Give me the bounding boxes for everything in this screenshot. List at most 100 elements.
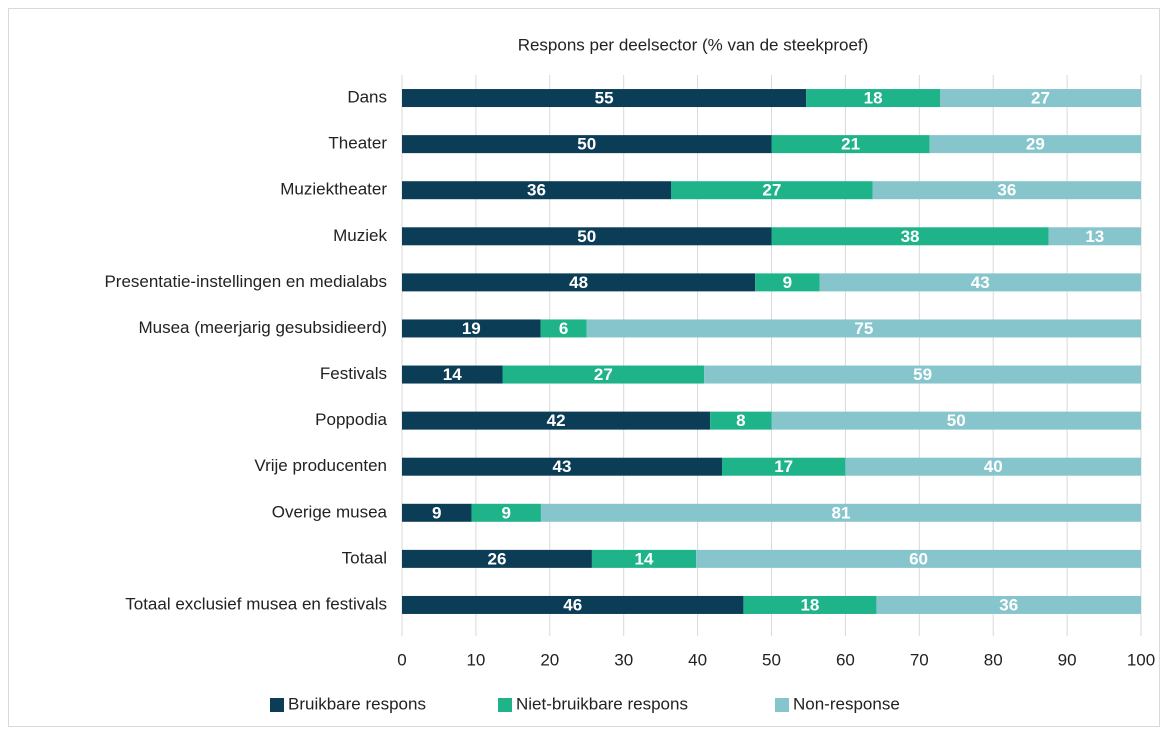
x-tick-label: 0 [397,650,406,669]
value-label: 13 [1085,227,1104,246]
bar-segment [402,227,772,246]
value-label: 14 [443,365,462,384]
bar-segment [670,181,873,200]
x-tick-label: 100 [1127,650,1155,669]
value-label: 21 [841,135,860,154]
y-tick-label: Muziektheater [280,180,387,199]
bar-segment [696,549,1141,568]
bar-segment [402,595,744,614]
y-tick-label: Dans [347,88,387,107]
value-label: 59 [913,365,932,384]
bar-segment [502,365,705,384]
x-tick-label: 30 [614,650,633,669]
bar-segment [806,89,940,108]
bar-segment [704,365,1141,384]
x-tick-label: 80 [984,650,1003,669]
x-tick-label: 50 [762,650,781,669]
bar-segment [876,595,1141,614]
bar-segment [471,503,541,522]
value-label: 40 [984,457,1003,476]
x-tick-label: 40 [688,650,707,669]
bar-segment [743,595,877,614]
bar-segment [819,273,1141,292]
bar-segment [929,135,1141,154]
value-label: 36 [527,181,546,200]
y-tick-label: Vrije producenten [254,456,387,475]
bar-segment [402,503,472,522]
y-tick-label: Muziek [333,226,387,245]
value-label: 14 [635,549,654,568]
bar-segment [755,273,820,292]
value-label: 42 [547,411,566,430]
bar-segment [845,457,1141,476]
value-label: 27 [762,181,781,200]
value-label: 43 [971,273,990,292]
value-label: 8 [736,411,745,430]
bar-segment [710,411,772,430]
value-label: 9 [501,503,510,522]
value-label: 46 [563,595,582,614]
y-tick-label: Overige musea [272,502,388,521]
value-label: 75 [854,319,873,338]
x-tick-label: 20 [540,650,559,669]
value-label: 18 [864,89,883,108]
legend-label: Non-response [793,694,900,713]
bar-segment [939,89,1141,108]
bar-segment [586,319,1141,338]
bar-segment [1048,227,1141,246]
value-label: 55 [595,89,614,108]
y-tick-label: Musea (meerjarig gesubsidieerd) [138,318,387,337]
legend-swatch [498,698,512,712]
value-label: 36 [997,181,1016,200]
legend-swatch [270,698,284,712]
bar-segment [591,549,697,568]
bar-segment [402,273,756,292]
y-tick-label: Presentatie-instellingen en medialabs [104,272,387,291]
bar-segment [402,411,711,430]
value-label: 48 [569,273,588,292]
value-label: 43 [553,457,572,476]
bar-segment [540,319,587,338]
bar-segment [721,457,846,476]
y-tick-label: Totaal exclusief musea en festivals [125,594,387,613]
y-tick-label: Festivals [320,364,387,383]
bar-segment [402,549,592,568]
bar-segment [540,503,1141,522]
bar-segment [402,319,541,338]
x-tick-label: 60 [836,650,855,669]
bar-segment [402,457,722,476]
bar-segment [402,181,671,200]
value-label: 26 [488,549,507,568]
value-label: 29 [1026,135,1045,154]
value-label: 27 [594,365,613,384]
bar-segment [402,89,807,108]
value-label: 27 [1031,89,1050,108]
value-label: 6 [559,319,568,338]
y-tick-label: Totaal [342,548,387,567]
bar-segment [402,365,503,384]
legend-label: Niet-bruikbare respons [516,694,688,713]
value-label: 9 [432,503,441,522]
y-tick-label: Poppodia [315,410,387,429]
value-label: 17 [774,457,793,476]
bar-segment [872,181,1141,200]
value-label: 50 [947,411,966,430]
value-label: 60 [909,549,928,568]
value-label: 81 [832,503,851,522]
value-label: 38 [901,227,920,246]
x-tick-label: 90 [1058,650,1077,669]
bar-segment [402,135,772,154]
value-label: 50 [577,227,596,246]
y-tick-label: Theater [328,134,387,153]
value-label: 9 [783,273,792,292]
bar-segment [771,135,930,154]
legend-label: Bruikbare respons [288,694,426,713]
bar-segment [771,411,1141,430]
value-label: 36 [999,595,1018,614]
legend-swatch [775,698,789,712]
x-tick-label: 70 [910,650,929,669]
value-label: 50 [577,135,596,154]
x-tick-label: 10 [466,650,485,669]
value-label: 19 [462,319,481,338]
